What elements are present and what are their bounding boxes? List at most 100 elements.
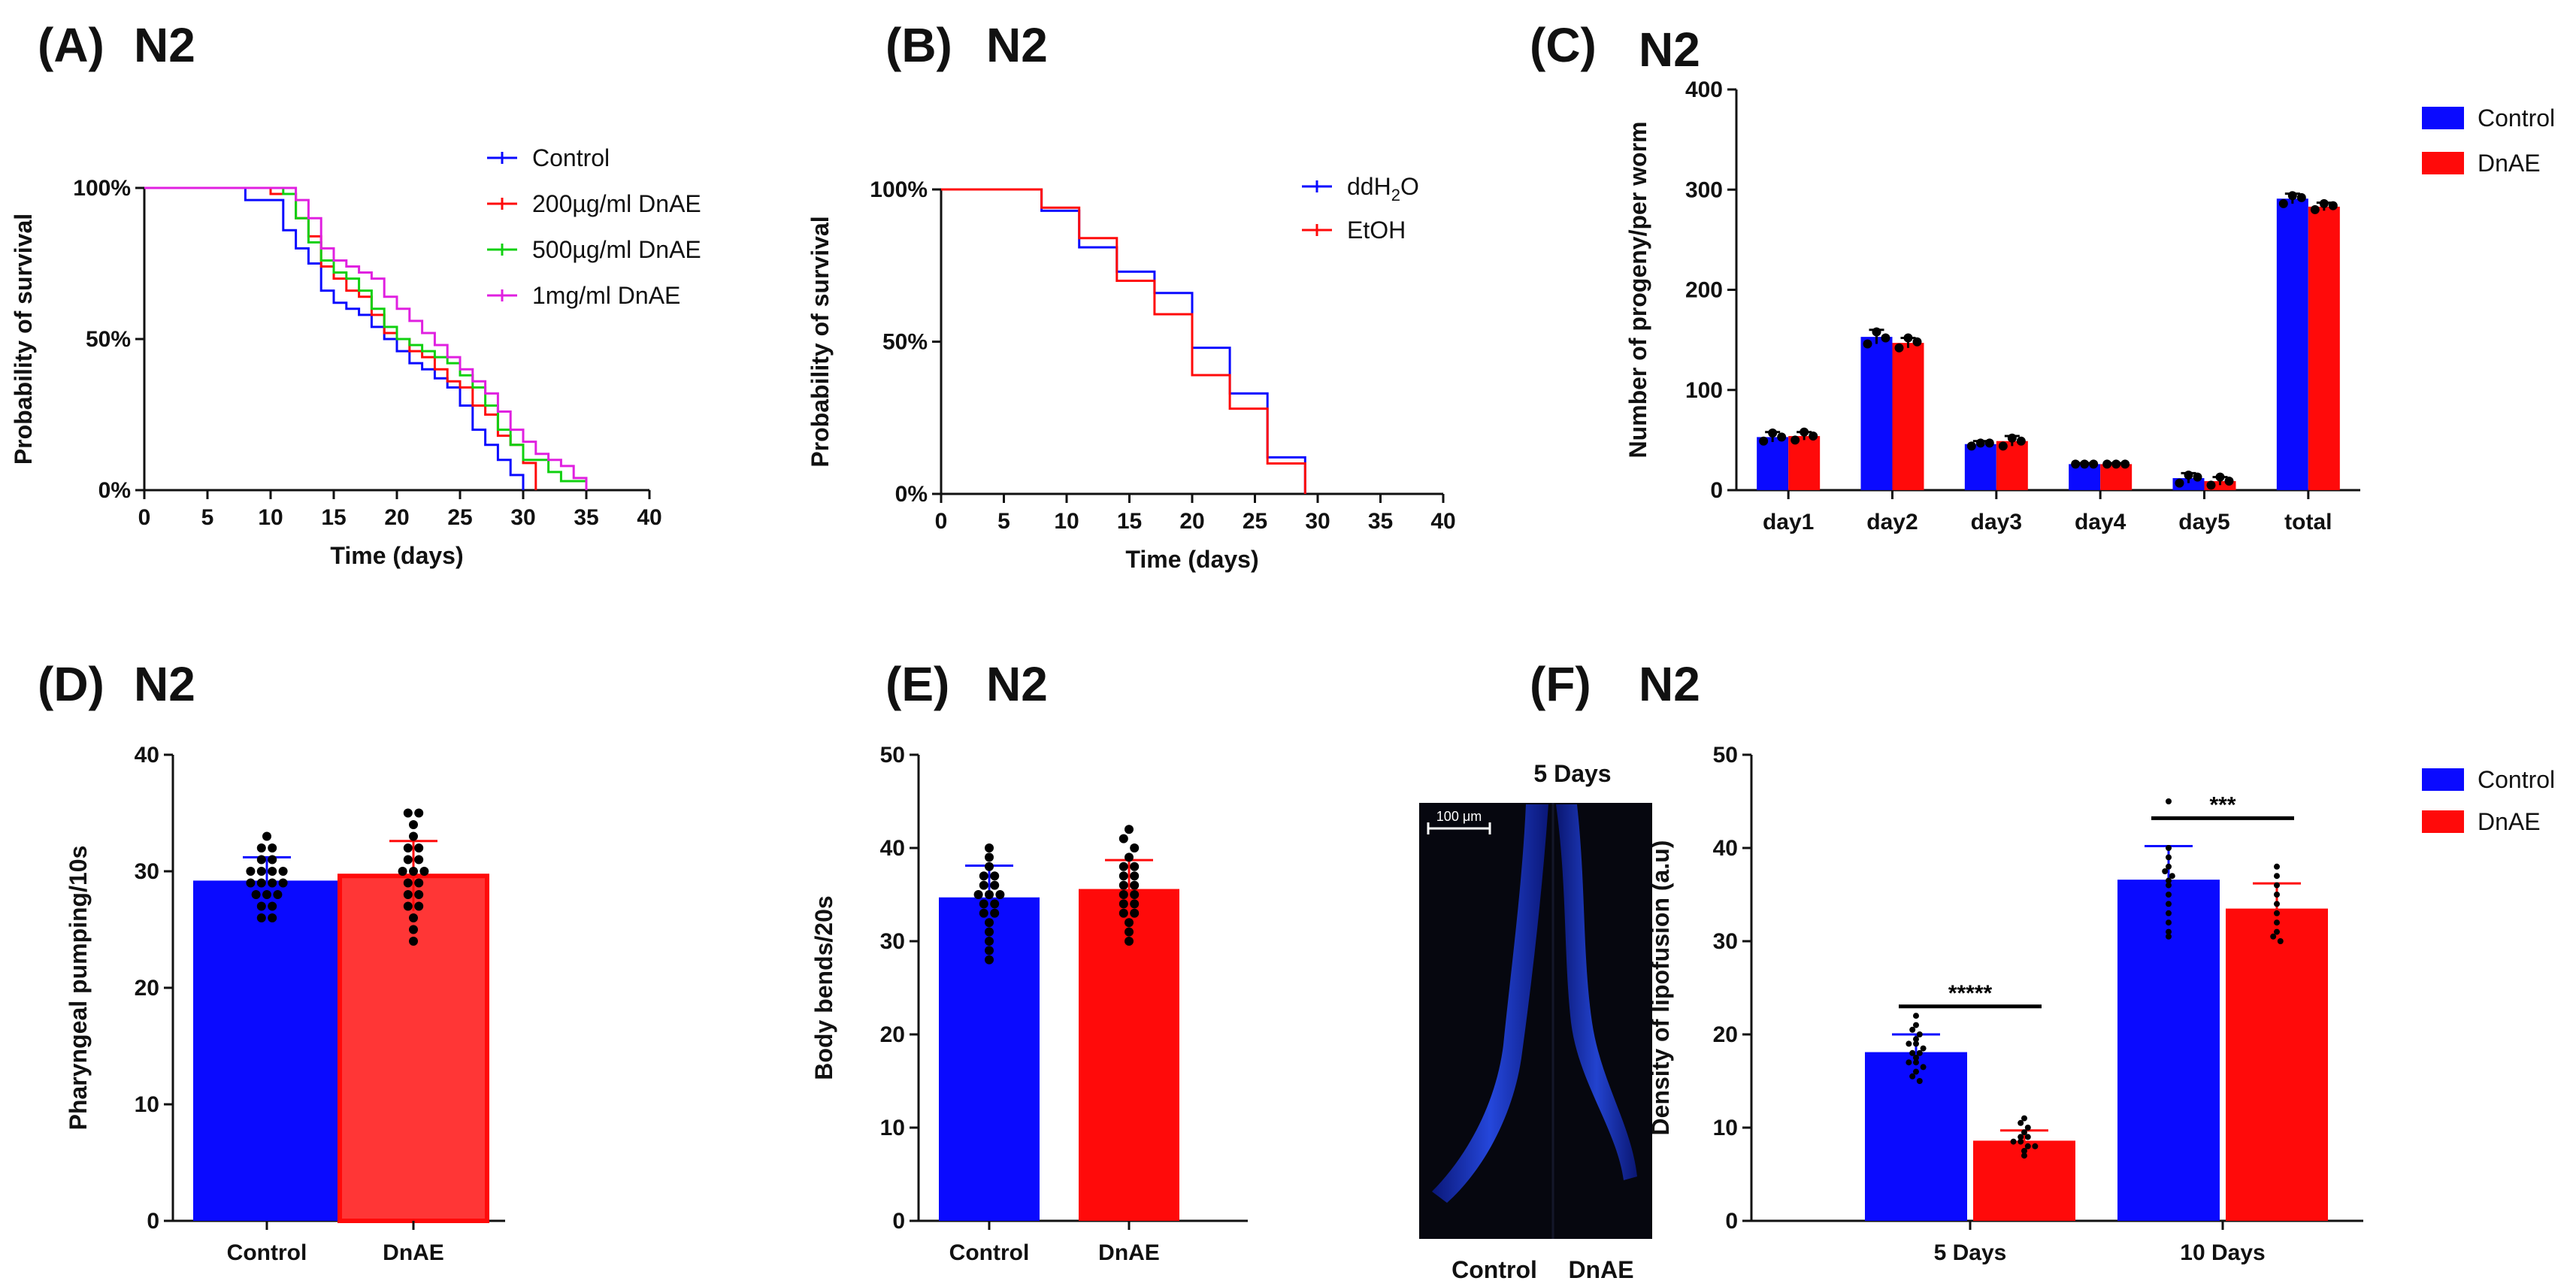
significance-label: ***** [1948, 981, 1993, 1006]
y-tick-label: 100 [1685, 378, 1723, 403]
x-tick-label: 0 [138, 505, 151, 530]
data-point [1118, 880, 1128, 890]
data-point [985, 937, 994, 946]
data-point [2166, 901, 2172, 907]
y-tick-label: 40 [880, 836, 905, 861]
data-point [246, 867, 256, 876]
legend-label-2: DnAE [2478, 808, 2541, 835]
data-point [1125, 927, 1134, 937]
data-point [1913, 1059, 1919, 1066]
data-point [2111, 459, 2121, 469]
legend-swatch-2 [2422, 810, 2464, 833]
x-tick-label: 5 [997, 509, 1010, 534]
legend-swatch-2 [2422, 152, 2464, 174]
y-tick-label: 0 [892, 1209, 905, 1234]
data-point [1909, 1073, 1916, 1080]
y-tick-label: 10 [135, 1092, 159, 1117]
x-tick-label: 15 [1117, 509, 1142, 534]
data-point [2162, 868, 2169, 874]
bar-dnae [2204, 481, 2236, 490]
data-point [409, 937, 418, 946]
data-point [1790, 435, 1800, 445]
data-point [414, 855, 424, 865]
y-tick-label: 100% [870, 177, 928, 202]
data-point [409, 831, 418, 841]
survival-line-3 [144, 186, 588, 490]
data-point [1130, 862, 1140, 871]
data-point [1975, 438, 1985, 448]
data-point [2277, 938, 2284, 944]
data-point [985, 843, 994, 852]
data-point [2274, 863, 2280, 870]
data-point [979, 908, 988, 918]
survival-line-2 [144, 186, 537, 490]
data-point [973, 890, 983, 899]
data-point [2166, 882, 2172, 889]
data-point [256, 843, 266, 852]
y-tick-label: 10 [1713, 1116, 1738, 1140]
data-point [990, 871, 1000, 881]
data-point [1984, 438, 1994, 448]
legend-label-4: 1mg/ml DnAE [532, 282, 680, 309]
survival-line-1 [144, 186, 525, 490]
legend-label-2: 200µg/ml DnAE [532, 190, 701, 217]
survival-line-4 [144, 186, 588, 490]
panel-letter-f: (F) [1530, 657, 1591, 711]
x-tick-label: 30 [510, 505, 535, 530]
y-axis-title: Number of progeny/per worm [1624, 121, 1651, 458]
data-point [979, 880, 988, 890]
data-point [2175, 478, 2184, 488]
data-point [985, 862, 994, 871]
bar-control [939, 897, 1040, 1221]
y-tick-label: 40 [135, 743, 159, 768]
y-tick-label: 0 [1710, 478, 1723, 503]
data-point [403, 855, 413, 865]
data-point [2296, 192, 2306, 202]
panel-label-d: (D) N2 [38, 657, 195, 711]
data-point [2166, 845, 2172, 851]
x-tick-label: 5 [201, 505, 214, 530]
y-tick-label: 40 [1713, 836, 1738, 861]
y-tick-label: 0 [1725, 1209, 1738, 1234]
data-point [273, 890, 283, 899]
x-tick-label: Control [227, 1240, 307, 1265]
x-tick-label: day2 [1866, 510, 1918, 534]
worm-dnae [1556, 804, 1637, 1180]
microscopy-label-dnae: DnAE [1568, 1256, 1633, 1283]
data-point [2274, 919, 2280, 926]
bar-dnae [1788, 436, 1821, 490]
data-point [1881, 333, 1890, 343]
data-point [268, 901, 277, 911]
data-point [1130, 890, 1140, 899]
microscopy-title: 5 Days [1533, 760, 1611, 787]
x-tick-label: 35 [1368, 509, 1393, 534]
data-point [1916, 1031, 1923, 1037]
data-point [2287, 191, 2297, 201]
y-tick-label: 400 [1685, 77, 1723, 102]
survival-chart-b: 0% 50% 100% Probability of survival 0 5 10 15 20… [807, 173, 1456, 573]
data-point [1920, 1064, 1927, 1070]
data-point [990, 908, 1000, 918]
data-point [1913, 1040, 1919, 1047]
data-point [2007, 433, 2017, 443]
data-point [2270, 933, 2277, 940]
x-tick-label: day3 [1971, 510, 2022, 534]
x-tick-label: 40 [1430, 509, 1455, 534]
data-point [2021, 1152, 2027, 1159]
panel-strain-f: N2 [1639, 657, 1700, 711]
data-point [1118, 862, 1128, 871]
data-point [2166, 877, 2172, 884]
data-point [403, 808, 413, 818]
data-point [403, 901, 413, 911]
data-point [2021, 1115, 2027, 1122]
data-point [985, 918, 994, 928]
data-point [2206, 480, 2216, 490]
data-point [1118, 834, 1128, 843]
legend-label-1: Control [2478, 104, 2555, 132]
data-point [251, 890, 261, 899]
data-point [2021, 1129, 2027, 1136]
y-axis-title: Probability of survival [807, 216, 834, 467]
data-point [403, 890, 413, 899]
bar-control [1964, 444, 1996, 490]
data-point [1998, 441, 2008, 451]
